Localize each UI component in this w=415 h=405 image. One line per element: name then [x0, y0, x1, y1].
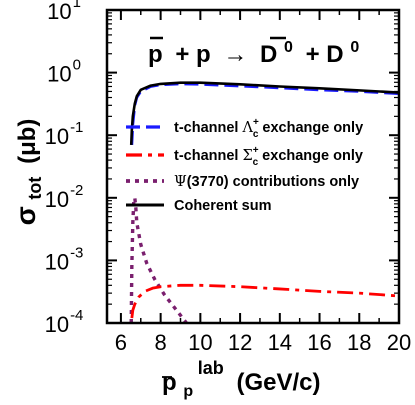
- title-arrow: →: [223, 41, 247, 68]
- plot-area: [107, 10, 399, 323]
- x-tick-label: 18: [347, 330, 371, 355]
- y-axis-sigma: σ: [10, 206, 41, 225]
- legend-label-2: Ψ(3770) contributions only: [174, 174, 359, 190]
- x-tick-label: 10: [188, 330, 212, 355]
- y-tick-label: 10-2: [45, 182, 84, 212]
- title-dbar: D: [260, 41, 277, 68]
- y-tick-label: 10-4: [45, 307, 84, 337]
- legend: t-channel Λ+ c exchange only t-channel Σ+ c…: [126, 117, 363, 214]
- x-tick-label: 8: [155, 330, 167, 355]
- title-pbar: p: [148, 41, 163, 68]
- legend-label-3: Coherent sum: [174, 198, 272, 214]
- y-tick-label: 101: [47, 0, 81, 24]
- x-axis-sup: lab: [198, 358, 224, 378]
- svg-text:σ tot (μb): σ tot (μb): [10, 119, 47, 226]
- y-tick-labels: 10-4 10-3 10-2 10-1 100 101: [45, 0, 84, 337]
- series-layer: [129, 81, 400, 325]
- y-axis-sub: tot: [25, 177, 45, 200]
- svg-text:p p lab (GeV: p p lab (GeV/c): [162, 353, 321, 402]
- x-axis-units: (GeV/c): [236, 369, 320, 396]
- legend-label-1: t-channel Σ+ c exchange only: [174, 145, 363, 168]
- series-line-1: [130, 283, 400, 319]
- x-axis-title: p p lab (GeV/c): [162, 353, 321, 402]
- x-tick-label: 14: [268, 330, 292, 355]
- x-tick-label: 6: [115, 330, 127, 355]
- x-tick-label: 12: [228, 330, 252, 355]
- x-axis-p: p: [162, 369, 177, 396]
- series-line-2: [129, 196, 188, 325]
- y-tick-label: 100: [47, 57, 81, 87]
- x-axis-sub: p: [183, 383, 193, 400]
- series-line-3: [129, 81, 400, 145]
- x-tick-label: 20: [387, 330, 411, 355]
- y-tick-label: 10-1: [45, 119, 84, 149]
- title-d-sup: 0: [350, 39, 359, 56]
- chart-title: p + p → D 0 + D 0: [148, 31, 359, 68]
- x-tick-label: 16: [307, 330, 331, 355]
- x-tick-labels: 6 8 10 12 14 16 18 20: [115, 330, 411, 355]
- y-tick-label: 10-3: [45, 244, 84, 274]
- plot-frame: [105, 8, 401, 325]
- title-plus-d: + D: [306, 41, 344, 68]
- title-dbar-sup: 0: [284, 39, 293, 56]
- legend-label-0: t-channel Λ+ c exchange only: [174, 117, 363, 140]
- y-axis-title: σ tot (μb): [10, 119, 47, 226]
- svg-text:p + p → D: p + p → D 0 + D 0: [148, 31, 359, 68]
- title-plus-p: + p: [175, 41, 210, 68]
- y-axis-units: (μb): [14, 119, 41, 164]
